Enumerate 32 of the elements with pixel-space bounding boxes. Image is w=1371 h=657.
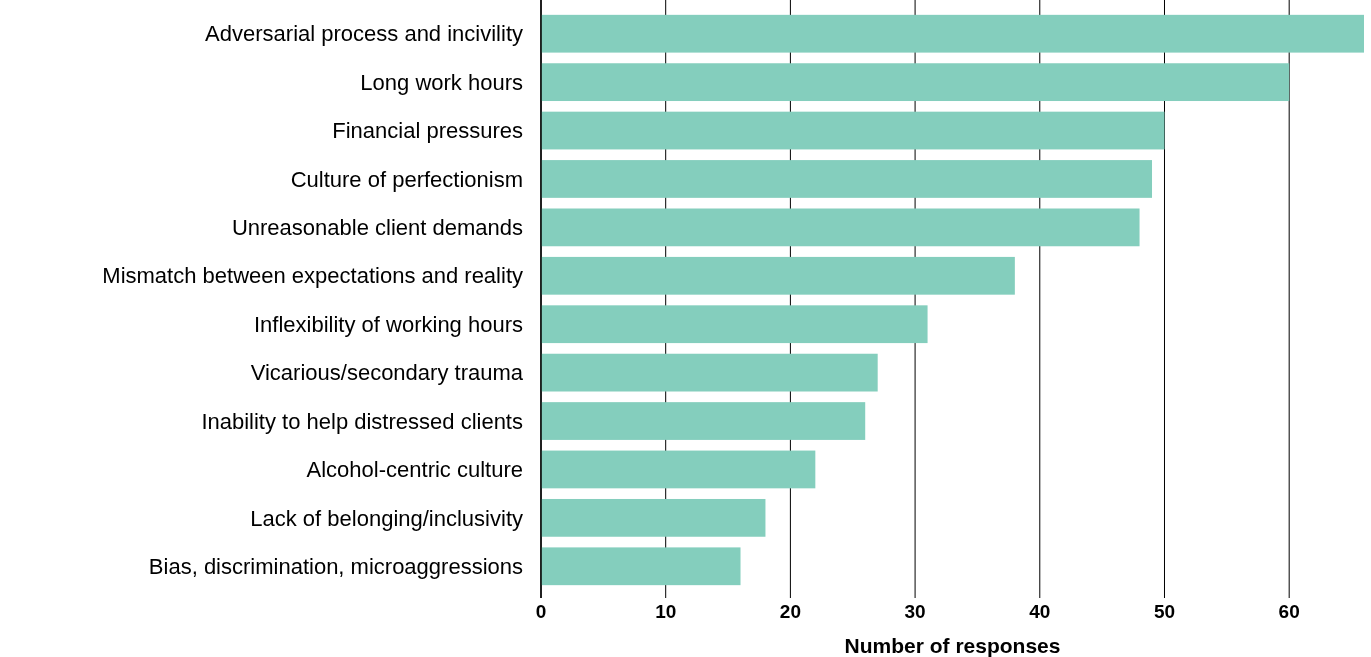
x-tick-label: 50 [1153, 601, 1176, 622]
x-tick-label: 0 [535, 601, 547, 622]
bar [541, 63, 1290, 102]
x-axis-title: Number of responses [844, 634, 1061, 657]
x-tick-label: 40 [1029, 601, 1051, 622]
y-tick-label: Mismatch between expectations and reality [102, 263, 523, 289]
bar [541, 208, 1140, 247]
y-tick-label: Lack of belonging/inclusivity [250, 505, 523, 531]
y-tick-label: Adversarial process and incivility [205, 21, 523, 47]
bar [541, 305, 928, 344]
bar [541, 160, 1153, 198]
y-tick-label: Inflexibility of working hours [253, 311, 523, 337]
y-tick-label: Unreasonable client demands [231, 215, 523, 241]
y-tick-label: Alcohol-centric culture [306, 457, 523, 483]
bar [541, 353, 878, 392]
y-tick-label: Long work hours [360, 69, 523, 95]
y-tick-label: Financial pressures [332, 118, 523, 144]
x-tick-label: 10 [655, 601, 677, 622]
bar [541, 547, 741, 586]
y-tick-label: Culture of perfectionism [290, 166, 523, 192]
bar [541, 450, 816, 489]
bar [541, 111, 1165, 150]
x-tick-label: 30 [904, 601, 926, 622]
x-tick-label: 60 [1278, 601, 1300, 622]
bar [541, 256, 1015, 295]
bar [541, 498, 766, 537]
y-tick-label: Vicarious/secondary trauma [250, 360, 524, 386]
bar [541, 402, 866, 440]
bar [541, 14, 1364, 53]
y-tick-label: Bias, discrimination, microaggressions [148, 553, 523, 579]
x-tick-label: 20 [779, 601, 801, 622]
y-tick-label: Inability to help distressed clients [201, 408, 523, 434]
